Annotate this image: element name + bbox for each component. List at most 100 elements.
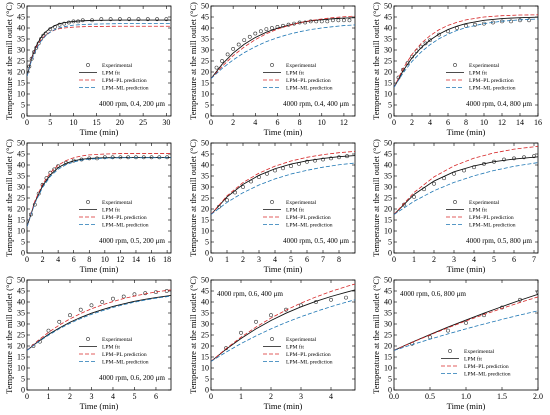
lpm-pl-line xyxy=(211,150,355,215)
y-tick-label: 25 xyxy=(384,194,392,203)
condition-label: 4000 rpm, 0.6, 400 μm xyxy=(217,290,283,298)
legend-label: LPM–ML prediction xyxy=(286,360,333,366)
legend-label: LPM fit xyxy=(286,344,304,351)
x-tick-label: 3 xyxy=(257,255,261,264)
y-tick-label: 10 xyxy=(201,90,209,99)
series-group xyxy=(394,145,538,215)
legend-label: LPM–ML prediction xyxy=(102,86,149,92)
x-tick-label: 30 xyxy=(162,118,170,127)
condition-label: 4000 rpm, 0.4, 800 μm xyxy=(466,100,532,108)
experimental-point xyxy=(464,320,468,325)
experimental-point xyxy=(428,38,432,43)
y-tick-label: 5 xyxy=(205,375,209,384)
x-tick-label: 4 xyxy=(253,118,257,127)
lpm-fit-line xyxy=(27,157,171,227)
x-tick-label: 12 xyxy=(340,118,348,127)
x-tick-label: 16 xyxy=(148,255,156,264)
lpm-pl-line xyxy=(211,15,355,79)
y-tick-label: 50 xyxy=(17,276,25,285)
y-tick-label: 35 xyxy=(17,309,25,318)
lpm-ml-line xyxy=(27,157,171,227)
experimental-point xyxy=(446,328,450,333)
experimental-point xyxy=(242,38,247,43)
experimental-point xyxy=(89,303,94,308)
lpm-fit-line xyxy=(394,16,538,88)
plot-frame xyxy=(26,5,172,117)
y-tick-label: 25 xyxy=(384,57,392,66)
experimental-point xyxy=(78,307,83,312)
lpm-pl-line xyxy=(394,14,538,88)
y-axis-title: Temperature at the mill outlet (°C) xyxy=(371,276,381,394)
experimental-point xyxy=(225,52,230,57)
x-tick-label: 5 xyxy=(132,392,136,401)
lpm-ml-line xyxy=(394,162,538,215)
x-axis-title: Time (min) xyxy=(447,127,486,137)
x-tick-label: 4 xyxy=(428,118,432,127)
x-tick-label: 14 xyxy=(132,255,140,264)
y-tick-label: 25 xyxy=(17,57,25,66)
x-tick-label: 4 xyxy=(329,392,333,401)
y-tick-label: 20 xyxy=(384,68,392,77)
legend-label: LPM–PL prediction xyxy=(286,78,331,84)
y-tick-label: 25 xyxy=(201,194,209,203)
legend-label: LPM fit xyxy=(102,207,120,214)
y-tick-label: 20 xyxy=(17,68,25,77)
x-tick-label: 2 xyxy=(410,118,414,127)
x-tick-label: 6 xyxy=(305,255,309,264)
experimental-point xyxy=(423,41,428,46)
experimental-point xyxy=(269,313,273,318)
x-tick-label: 8 xyxy=(298,118,302,127)
y-tick-label: 5 xyxy=(21,375,25,384)
lpm-fit-line xyxy=(27,294,171,351)
x-tick-label: 0.0 xyxy=(389,392,399,401)
legend-marker-experimental xyxy=(270,63,274,67)
x-tick-label: 2 xyxy=(231,118,235,127)
x-tick-label: 5 xyxy=(492,255,496,264)
x-axis-title: Time (min) xyxy=(447,264,486,274)
x-tick-label: 5 xyxy=(289,255,293,264)
y-tick-label: 5 xyxy=(21,238,25,247)
legend-label: Experimental xyxy=(286,200,317,206)
legend-marker-experimental xyxy=(86,337,90,341)
x-tick-label: 0 xyxy=(392,118,396,127)
y-tick-label: 30 xyxy=(17,183,25,192)
condition-label: 4000 rpm, 0.5, 400 μm xyxy=(283,237,349,245)
y-tick-label: 35 xyxy=(17,35,25,44)
y-tick-label: 0 xyxy=(205,112,209,121)
experimental-point xyxy=(512,156,516,161)
experimental-point xyxy=(99,17,104,22)
legend-label: Experimental xyxy=(464,349,495,355)
y-tick-label: 15 xyxy=(384,216,392,225)
experimental-point xyxy=(145,17,150,22)
legend-label: LPM–ML prediction xyxy=(469,223,516,229)
y-tick-label: 20 xyxy=(384,342,392,351)
experimental-point xyxy=(532,154,536,159)
plot-frame xyxy=(393,279,539,391)
y-tick-label: 40 xyxy=(384,161,392,170)
legend-label: LPM fit xyxy=(102,344,120,351)
legend-label: LPM fit xyxy=(464,356,482,363)
experimental-point xyxy=(432,181,436,186)
experimental-point xyxy=(220,59,224,63)
y-tick-label: 45 xyxy=(201,150,209,159)
experimental-point xyxy=(100,300,105,304)
y-tick-label: 15 xyxy=(201,79,209,88)
y-tick-label: 5 xyxy=(21,101,25,110)
x-tick-label: 1.0 xyxy=(461,392,471,401)
y-tick-label: 30 xyxy=(201,320,209,329)
x-tick-label: 7 xyxy=(321,255,325,264)
x-tick-label: 1 xyxy=(239,392,243,401)
legend-label: LPM–ML prediction xyxy=(286,223,333,229)
series-group xyxy=(27,17,171,77)
y-axis-title: Temperature at the mill outlet (°C) xyxy=(188,276,198,394)
y-tick-label: 35 xyxy=(201,309,209,318)
lpm-fit-line xyxy=(27,19,171,77)
experimental-point xyxy=(305,159,309,164)
x-tick-label: 6 xyxy=(446,118,450,127)
lpm-fit-line xyxy=(211,17,355,79)
y-tick-label: 40 xyxy=(17,298,25,307)
